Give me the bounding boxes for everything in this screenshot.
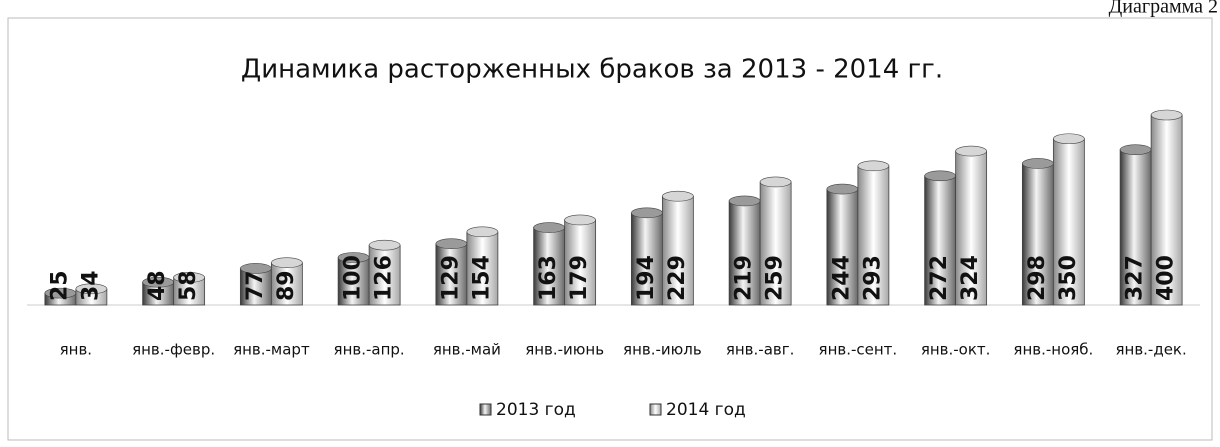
bar-top — [271, 257, 303, 269]
bar-top — [466, 226, 499, 238]
bar — [466, 231, 499, 306]
value-label: 350 — [1056, 255, 1081, 301]
legend-swatch — [479, 403, 492, 416]
x-tick-label: янв.-март — [233, 341, 310, 359]
bar — [924, 175, 957, 306]
value-label: 129 — [438, 255, 463, 301]
legend-swatch — [649, 403, 662, 416]
x-tick-label: янв. — [60, 341, 92, 359]
value-label: 100 — [341, 255, 366, 301]
value-label: 327 — [1123, 255, 1148, 301]
value-label: 25 — [47, 270, 72, 301]
bar-top — [435, 238, 468, 250]
bar — [1052, 138, 1085, 306]
x-tick-label: янв.-февр. — [132, 341, 215, 359]
x-tick-label: янв.-июнь — [525, 341, 604, 359]
value-label: 154 — [469, 255, 494, 301]
x-tick-label: янв.-авг. — [726, 341, 795, 359]
bar-top — [631, 207, 663, 219]
bar — [630, 212, 663, 306]
bar-top — [564, 214, 596, 226]
bar — [337, 257, 370, 306]
bar-top — [368, 239, 401, 251]
bar-top — [826, 183, 859, 195]
bar — [759, 181, 792, 306]
bar — [1021, 163, 1054, 306]
value-label: 34 — [78, 270, 103, 301]
bar — [1150, 114, 1183, 306]
bar — [435, 243, 468, 306]
chart-title: Динамика расторженных браков за 2013 - 2… — [241, 55, 943, 85]
bar-top — [75, 283, 108, 295]
value-label: 163 — [536, 255, 561, 301]
bar-top — [533, 222, 565, 233]
value-label: 259 — [763, 255, 788, 301]
x-tick-label: янв.-окт. — [921, 341, 991, 359]
value-label: 400 — [1154, 255, 1179, 301]
bar — [728, 200, 761, 306]
legend-label: 2014 год — [666, 400, 746, 420]
bar-top — [728, 195, 761, 207]
value-label: 219 — [732, 255, 757, 301]
value-label: 293 — [860, 255, 885, 301]
value-label: 48 — [145, 270, 170, 301]
value-label: 298 — [1025, 255, 1050, 301]
bar-top — [1150, 109, 1183, 121]
bar — [368, 244, 401, 306]
bar — [857, 165, 890, 306]
value-label: 324 — [958, 255, 983, 301]
x-tick-label: янв.-дек. — [1115, 341, 1186, 359]
value-label: 126 — [372, 255, 397, 301]
value-label: 179 — [567, 255, 592, 301]
bar-top — [1022, 158, 1054, 169]
bar — [533, 227, 566, 306]
bar — [661, 195, 694, 306]
x-tick-label: янв.-май — [433, 341, 501, 359]
legend-label: 2013 год — [496, 400, 576, 420]
x-tick-label: янв.-апр. — [334, 341, 405, 359]
bar-top — [924, 170, 956, 182]
bar — [564, 219, 597, 306]
value-label: 58 — [176, 270, 201, 301]
bar — [955, 150, 988, 306]
value-label: 244 — [829, 255, 854, 301]
bar — [270, 262, 303, 306]
annotation: Диаграмма 2 — [1109, 0, 1218, 18]
bar-top — [955, 145, 987, 157]
bar — [826, 188, 859, 306]
value-label: 194 — [634, 255, 659, 301]
bar — [1119, 149, 1152, 306]
x-tick-label: янв.-нояб. — [1013, 341, 1093, 359]
value-label: 89 — [274, 270, 299, 301]
bar-top — [759, 176, 792, 188]
x-tick-label: янв.-июль — [623, 341, 702, 359]
bar-top — [1053, 133, 1085, 145]
bar-top — [662, 190, 694, 202]
bar-top — [1119, 144, 1152, 155]
bar-top — [857, 160, 890, 172]
value-label: 272 — [927, 255, 952, 301]
value-label: 229 — [665, 255, 690, 301]
x-tick-label: янв.-сент. — [819, 341, 898, 359]
chart-frame — [7, 17, 1213, 441]
bar-top — [173, 272, 205, 283]
value-label: 77 — [243, 270, 268, 301]
